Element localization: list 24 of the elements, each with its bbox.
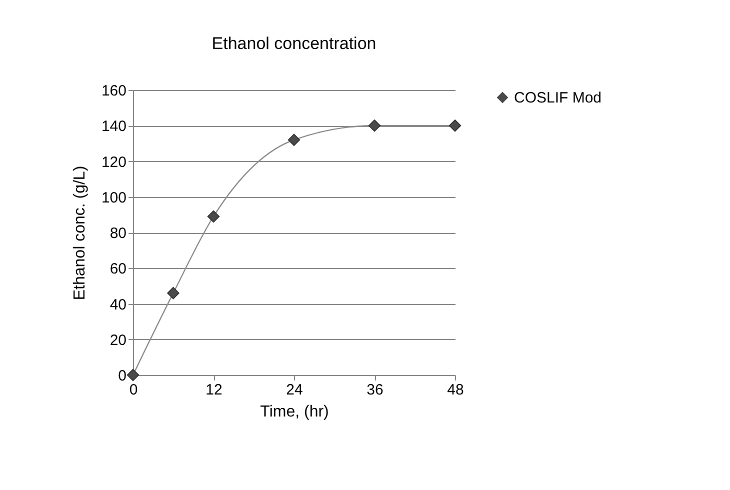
y-tick-label: 40: [110, 296, 126, 314]
y-tick-label: 20: [110, 332, 126, 349]
x-tick-label: 0: [129, 382, 138, 398]
point: [448, 120, 462, 132]
point: [288, 134, 300, 146]
point: [167, 286, 180, 300]
y-tick-label: 160: [101, 82, 126, 100]
chart-title: Ethanol concentration: [212, 34, 376, 53]
x-tick-label: 12: [206, 382, 222, 398]
y-tick-label: 60: [110, 260, 126, 278]
point: [368, 120, 381, 132]
x-tick-label: 36: [366, 382, 384, 398]
x-tick-label: 24: [286, 382, 303, 398]
y-tick-label: 0: [118, 368, 126, 384]
point: [126, 368, 140, 382]
y-tick-label: 140: [101, 118, 126, 136]
y-tick-label: 80: [110, 225, 126, 242]
x-tick-label: 48: [447, 382, 464, 398]
x-axis-title: Time, (hr): [260, 404, 329, 420]
y-tick-label: 120: [101, 154, 126, 171]
legend-label: COSLIF Mod: [514, 90, 602, 106]
y-tick-label: 100: [101, 189, 126, 206]
point: [207, 210, 220, 223]
y-axis-title: Ethanol conc. (g/L): [71, 166, 88, 300]
